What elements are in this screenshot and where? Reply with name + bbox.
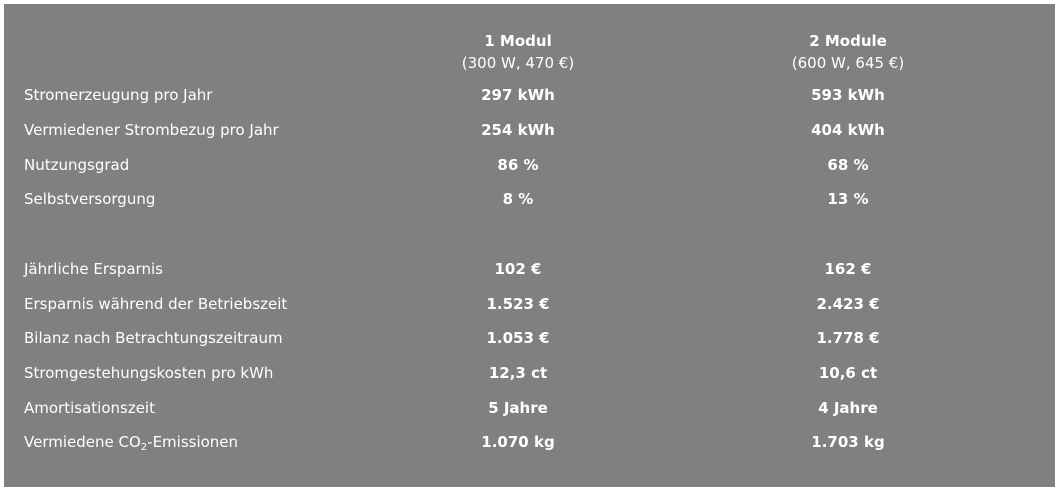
value-1-modul: 1.070 kg xyxy=(481,433,555,451)
column-subtitle: (600 W, 645 €) xyxy=(791,54,905,72)
table-row: Vermiedener Strombezug pro Jahr 254 kWh … xyxy=(4,118,1055,142)
value-2-module: 2.423 € xyxy=(816,295,880,313)
value-2-module: 593 kWh xyxy=(811,86,885,104)
row-label: Stromerzeugung pro Jahr xyxy=(24,86,213,104)
value-2-module: 404 kWh xyxy=(811,121,885,139)
value-2-module: 1.703 kg xyxy=(811,433,885,451)
value-1-modul: 1.523 € xyxy=(486,295,550,313)
table-row: Bilanz nach Betrachtungszeitraum 1.053 €… xyxy=(4,326,1055,350)
row-label-co2: Vermiedene CO2-Emissionen xyxy=(24,430,238,454)
column-header-1-modul: 1 Modul (300 W, 470 €) xyxy=(353,30,683,74)
value-2-module: 4 Jahre xyxy=(818,399,878,417)
table-row: Stromgestehungskosten pro kWh 12,3 ct 10… xyxy=(4,361,1055,385)
column-title: 2 Module xyxy=(809,32,887,50)
table-row: Vermiedene CO2-Emissionen 1.070 kg 1.703… xyxy=(4,430,1055,454)
table-row: Nutzungsgrad 86 % 68 % xyxy=(4,153,1055,177)
value-1-modul: 102 € xyxy=(494,260,542,278)
value-2-module: 162 € xyxy=(824,260,872,278)
value-1-modul: 86 % xyxy=(497,156,539,174)
value-2-module: 13 % xyxy=(827,190,869,208)
co2-subscript: 2 xyxy=(140,442,148,453)
row-label: Nutzungsgrad xyxy=(24,156,130,174)
comparison-table: 1 Modul (300 W, 470 €) 2 Module (600 W, … xyxy=(4,4,1055,487)
table-row: Jährliche Ersparnis 102 € 162 € xyxy=(4,257,1055,281)
value-1-modul: 8 % xyxy=(502,190,534,208)
table-row: Ersparnis während der Betriebszeit 1.523… xyxy=(4,292,1055,316)
value-2-module: 1.778 € xyxy=(816,329,880,347)
value-1-modul: 254 kWh xyxy=(481,121,555,139)
table-row: Stromerzeugung pro Jahr 297 kWh 593 kWh xyxy=(4,83,1055,107)
row-label-prefix: Vermiedene CO xyxy=(24,433,141,451)
row-label: Stromgestehungskosten pro kWh xyxy=(24,364,274,382)
table-row: Selbstversorgung 8 % 13 % xyxy=(4,187,1055,211)
value-1-modul: 1.053 € xyxy=(486,329,550,347)
value-1-modul: 297 kWh xyxy=(481,86,555,104)
row-label: Ersparnis während der Betriebszeit xyxy=(24,295,288,313)
row-label: Bilanz nach Betrachtungszeitraum xyxy=(24,329,283,347)
row-label: Vermiedener Strombezug pro Jahr xyxy=(24,121,279,139)
column-subtitle: (300 W, 470 €) xyxy=(461,54,575,72)
row-label: Amortisationszeit xyxy=(24,399,155,417)
row-label: Jährliche Ersparnis xyxy=(24,260,163,278)
value-2-module: 68 % xyxy=(827,156,869,174)
value-1-modul: 12,3 ct xyxy=(488,364,548,382)
column-header-2-module: 2 Module (600 W, 645 €) xyxy=(683,30,1013,74)
column-title: 1 Modul xyxy=(484,32,552,50)
row-label-suffix: -Emissionen xyxy=(147,433,239,451)
row-label: Selbstversorgung xyxy=(24,190,156,208)
table-row: Amortisationszeit 5 Jahre 4 Jahre xyxy=(4,396,1055,420)
value-1-modul: 5 Jahre xyxy=(488,399,548,417)
value-2-module: 10,6 ct xyxy=(818,364,878,382)
